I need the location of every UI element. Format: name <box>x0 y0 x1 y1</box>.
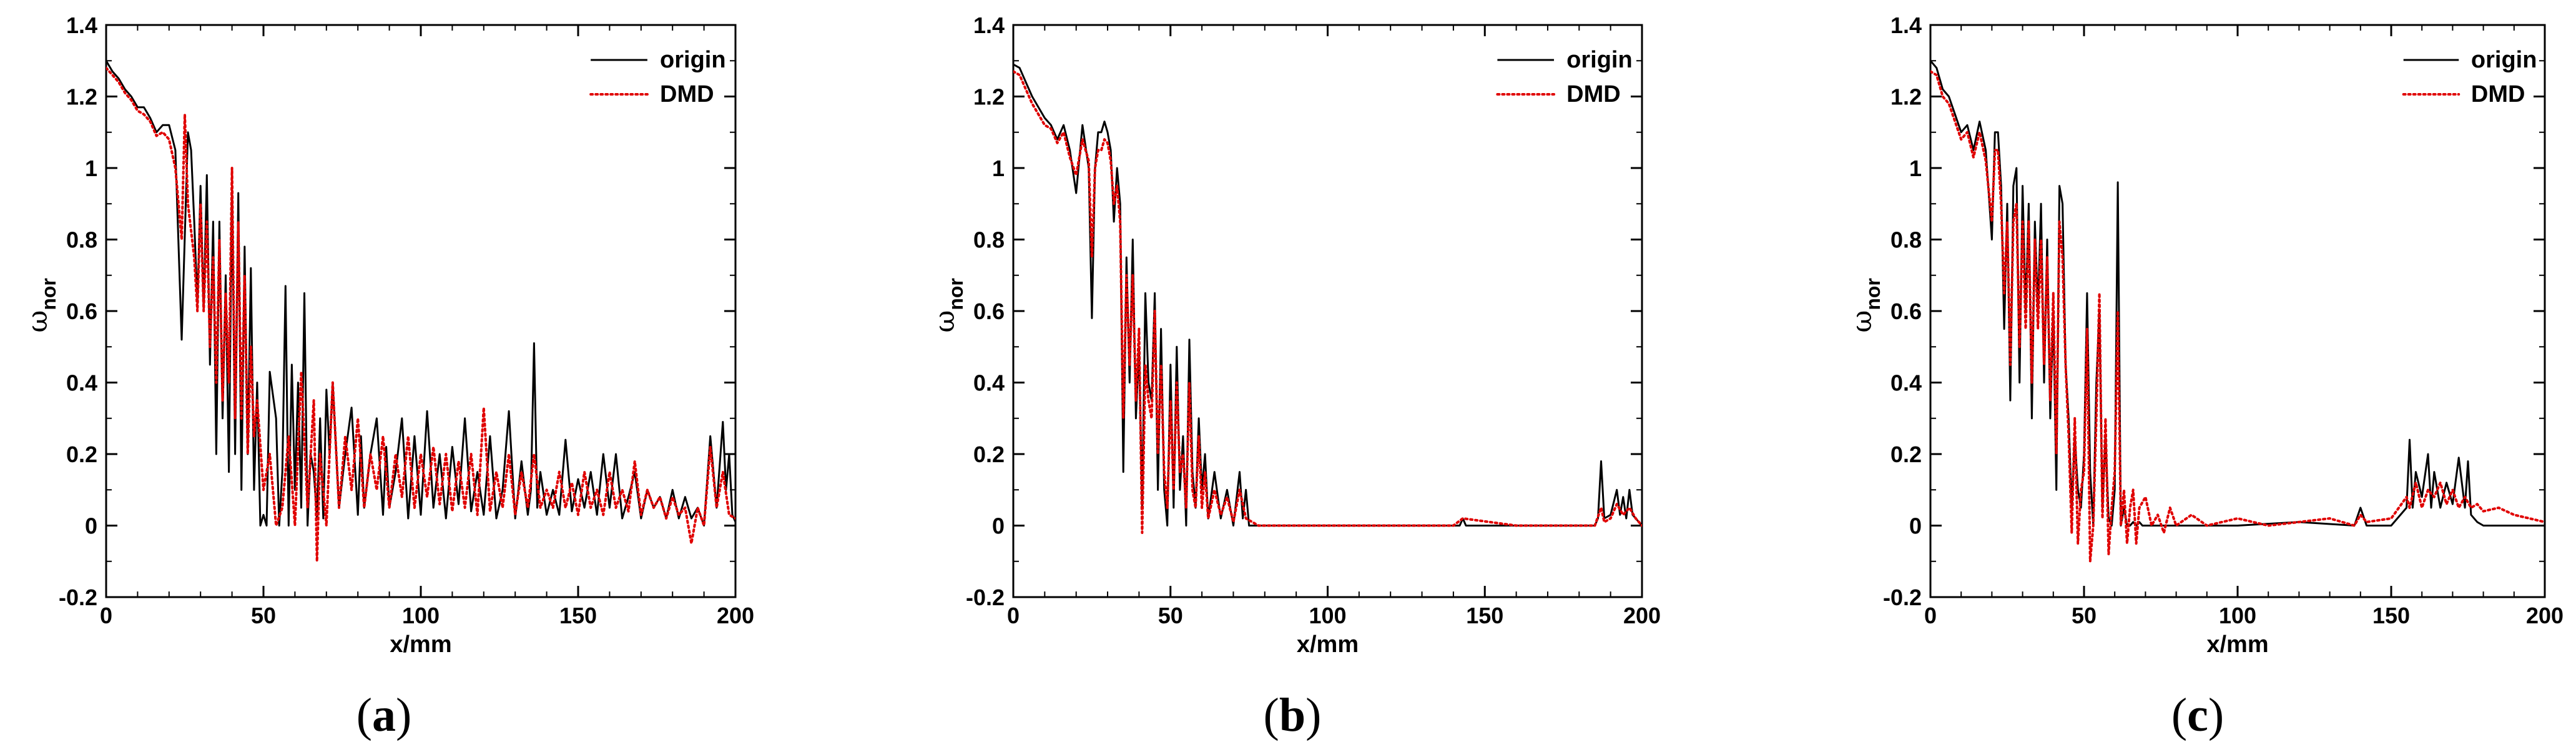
y-tick-label: 0.2 <box>973 442 1005 467</box>
x-tick-label: 50 <box>2072 603 2097 628</box>
legend-label: DMD <box>660 81 714 107</box>
panel-caption: (b) <box>1264 689 1322 741</box>
x-axis-title: x/mm <box>1297 631 1359 658</box>
y-tick-label: -0.2 <box>1883 585 1922 610</box>
y-tick-label: 1.4 <box>66 12 97 38</box>
x-tick-label: 150 <box>559 603 597 628</box>
series-line-origin <box>1013 63 1642 527</box>
caption-letter: b <box>1279 689 1305 741</box>
y-tick-label: 0 <box>85 513 97 539</box>
y-tick-label: 0.8 <box>973 227 1005 253</box>
y-axis-symbol: ω <box>1846 310 1878 333</box>
y-tick-label: 1.2 <box>66 84 97 110</box>
x-tick-label: 0 <box>1007 603 1020 628</box>
caption-paren-open: ( <box>2171 689 2187 741</box>
plot-frame <box>1929 24 2546 598</box>
y-tick-label: 0 <box>1909 513 1922 539</box>
y-tick-label: 0.8 <box>66 227 97 253</box>
y-tick-label: 0.6 <box>66 299 97 324</box>
caption-paren-close: ) <box>1305 689 1321 741</box>
x-tick-label: 200 <box>1623 603 1661 628</box>
series-group <box>1013 63 1642 534</box>
y-tick-label: 1.2 <box>973 84 1005 110</box>
x-tick-label: 150 <box>2372 603 2410 628</box>
series-line-origin <box>1930 60 2545 527</box>
y-axis-title: ωnor <box>1846 278 1884 332</box>
x-tick-label: 0 <box>1924 603 1937 628</box>
y-tick-label: 0.6 <box>973 299 1005 324</box>
x-axis-title: x/mm <box>390 631 451 658</box>
y-axis-title: ωnor <box>22 278 60 332</box>
chart-panel-b: 0 50 100 150 200-0.200.20.40.60.811.21.4x/mm… <box>929 12 1661 741</box>
legend-label: origin <box>2471 47 2537 73</box>
y-tick-label: 0.4 <box>973 370 1005 396</box>
caption-paren-close: ) <box>396 689 411 741</box>
chart-panel-c: 0 50 100 150 200-0.200.20.40.60.811.21.4x/mm… <box>1846 12 2564 741</box>
y-tick-label: 1 <box>85 156 97 181</box>
series-line-dmd <box>106 66 735 563</box>
caption-paren-close: ) <box>2208 689 2224 741</box>
caption-letter: c <box>2187 689 2208 741</box>
x-tick-label: 200 <box>717 603 754 628</box>
x-tick-label: 50 <box>1158 603 1183 628</box>
y-axis-subscript: nor <box>37 278 60 310</box>
y-tick-label: 1.2 <box>1890 84 1922 110</box>
plot-frame <box>1012 24 1643 598</box>
series-group <box>1930 60 2545 563</box>
x-tick-label: 200 <box>2526 603 2564 628</box>
y-tick-label: -0.2 <box>966 585 1005 610</box>
y-tick-label: 1 <box>992 156 1005 181</box>
y-tick-label: 1.4 <box>973 12 1005 38</box>
x-tick-label: 100 <box>1309 603 1346 628</box>
y-axis-subscript: nor <box>945 278 967 310</box>
y-axis-symbol: ω <box>929 310 961 333</box>
y-tick-label: 0.4 <box>1890 370 1922 396</box>
series-line-dmd <box>1930 70 2545 563</box>
y-tick-label: 0.6 <box>1890 299 1922 324</box>
y-tick-label: 1 <box>1909 156 1922 181</box>
chart-panel-a: 0 50 100 150 200-0.200.20.40.60.811.21.4x/mm… <box>22 12 754 741</box>
x-tick-label: 0 <box>100 603 112 628</box>
y-tick-label: 0.8 <box>1890 227 1922 253</box>
y-tick-label: 0 <box>992 513 1005 539</box>
caption-letter: a <box>372 689 396 741</box>
y-tick-label: 0.4 <box>66 370 97 396</box>
y-tick-label: -0.2 <box>59 585 97 610</box>
x-axis-title: x/mm <box>2206 631 2268 658</box>
series-group <box>106 60 735 563</box>
y-axis-symbol: ω <box>22 310 54 333</box>
y-tick-label: 0.2 <box>66 442 97 467</box>
y-tick-label: 0.2 <box>1890 442 1922 467</box>
legend-label: DMD <box>1566 81 1621 107</box>
y-axis-subscript: nor <box>1862 278 1884 310</box>
legend-label: DMD <box>2471 81 2525 107</box>
legend-label: origin <box>660 47 726 73</box>
x-tick-label: 100 <box>2219 603 2256 628</box>
x-tick-label: 100 <box>402 603 440 628</box>
caption-paren-open: ( <box>356 689 372 741</box>
series-line-dmd <box>1013 70 1642 534</box>
y-tick-label: 1.4 <box>1890 12 1922 38</box>
legend-label: origin <box>1566 47 1633 73</box>
panel-caption: (c) <box>2171 689 2224 741</box>
panel-caption: (a) <box>356 689 412 741</box>
x-tick-label: 50 <box>251 603 276 628</box>
y-axis-title: ωnor <box>929 278 967 332</box>
caption-paren-open: ( <box>1264 689 1279 741</box>
x-tick-label: 150 <box>1466 603 1503 628</box>
